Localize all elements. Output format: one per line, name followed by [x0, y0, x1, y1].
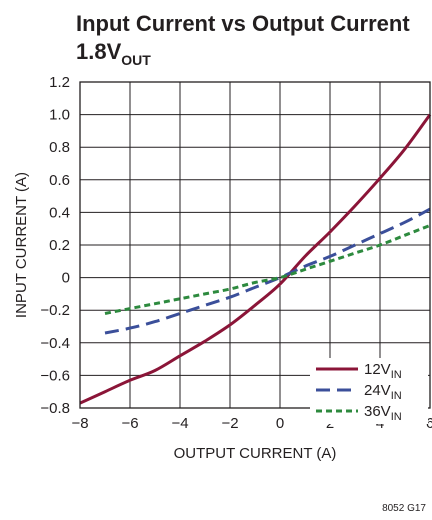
legend-label-36vin-main: 36V [364, 403, 391, 420]
legend-label-12vin-sub: IN [391, 369, 402, 381]
y-tick-label: 0.2 [49, 237, 70, 254]
legend-label-12vin: 12VIN [364, 361, 402, 381]
x-tick-label: 6 [426, 415, 432, 432]
legend-label-36vin-sub: IN [391, 411, 402, 423]
grid-layer [79, 81, 431, 409]
series-layer [79, 113, 432, 405]
legend-label-36vin: 36VIN [364, 403, 402, 423]
x-tick-label: −2 [221, 415, 238, 432]
series-line-36vin [104, 224, 431, 315]
y-tick-label: 0.4 [49, 204, 70, 221]
y-tick-label: 0.8 [49, 139, 70, 156]
plot-frame [79, 81, 431, 409]
y-axis-label: INPUT CURRENT (A) [13, 172, 30, 318]
legend-label-24vin-main: 24V [364, 382, 391, 399]
x-tick-label: −4 [171, 415, 188, 432]
x-tick-label: −8 [71, 415, 88, 432]
legend-label-24vin-sub: IN [391, 390, 402, 402]
series-line-12vin [79, 113, 432, 405]
chart-title-line2-main: 1.8V [76, 39, 122, 64]
legend: 12VIN 24VIN 36VIN [310, 358, 428, 424]
y-tick-label: 0 [62, 270, 70, 287]
legend-label-24vin: 24VIN [364, 382, 402, 402]
figure-number: 8052 G17 [382, 503, 426, 514]
x-tick-label: 0 [276, 415, 284, 432]
legend-label-12vin-main: 12V [364, 361, 391, 378]
series-line-24vin [104, 207, 431, 335]
y-tick-label: −0.8 [40, 400, 70, 417]
y-tick-label: 1.0 [49, 107, 70, 124]
y-tick-label: −0.6 [40, 367, 70, 384]
chart-title-line2-sub: OUT [121, 52, 151, 68]
y-tick-label: −0.4 [40, 335, 70, 352]
y-tick-label: −0.2 [40, 302, 70, 319]
y-tick-label: 0.6 [49, 172, 70, 189]
y-tick-labels: −0.8 −0.6 −0.4 −0.2 0 0.2 0.4 0.6 0.8 1.0 1.2 [40, 74, 70, 417]
y-tick-label: 1.2 [49, 74, 70, 91]
chart-title-line1: Input Current vs Output Current [76, 11, 410, 36]
x-axis-label: OUTPUT CURRENT (A) [174, 445, 337, 462]
chart-title-line2: 1.8VOUT [76, 39, 151, 68]
x-tick-label: −6 [121, 415, 138, 432]
